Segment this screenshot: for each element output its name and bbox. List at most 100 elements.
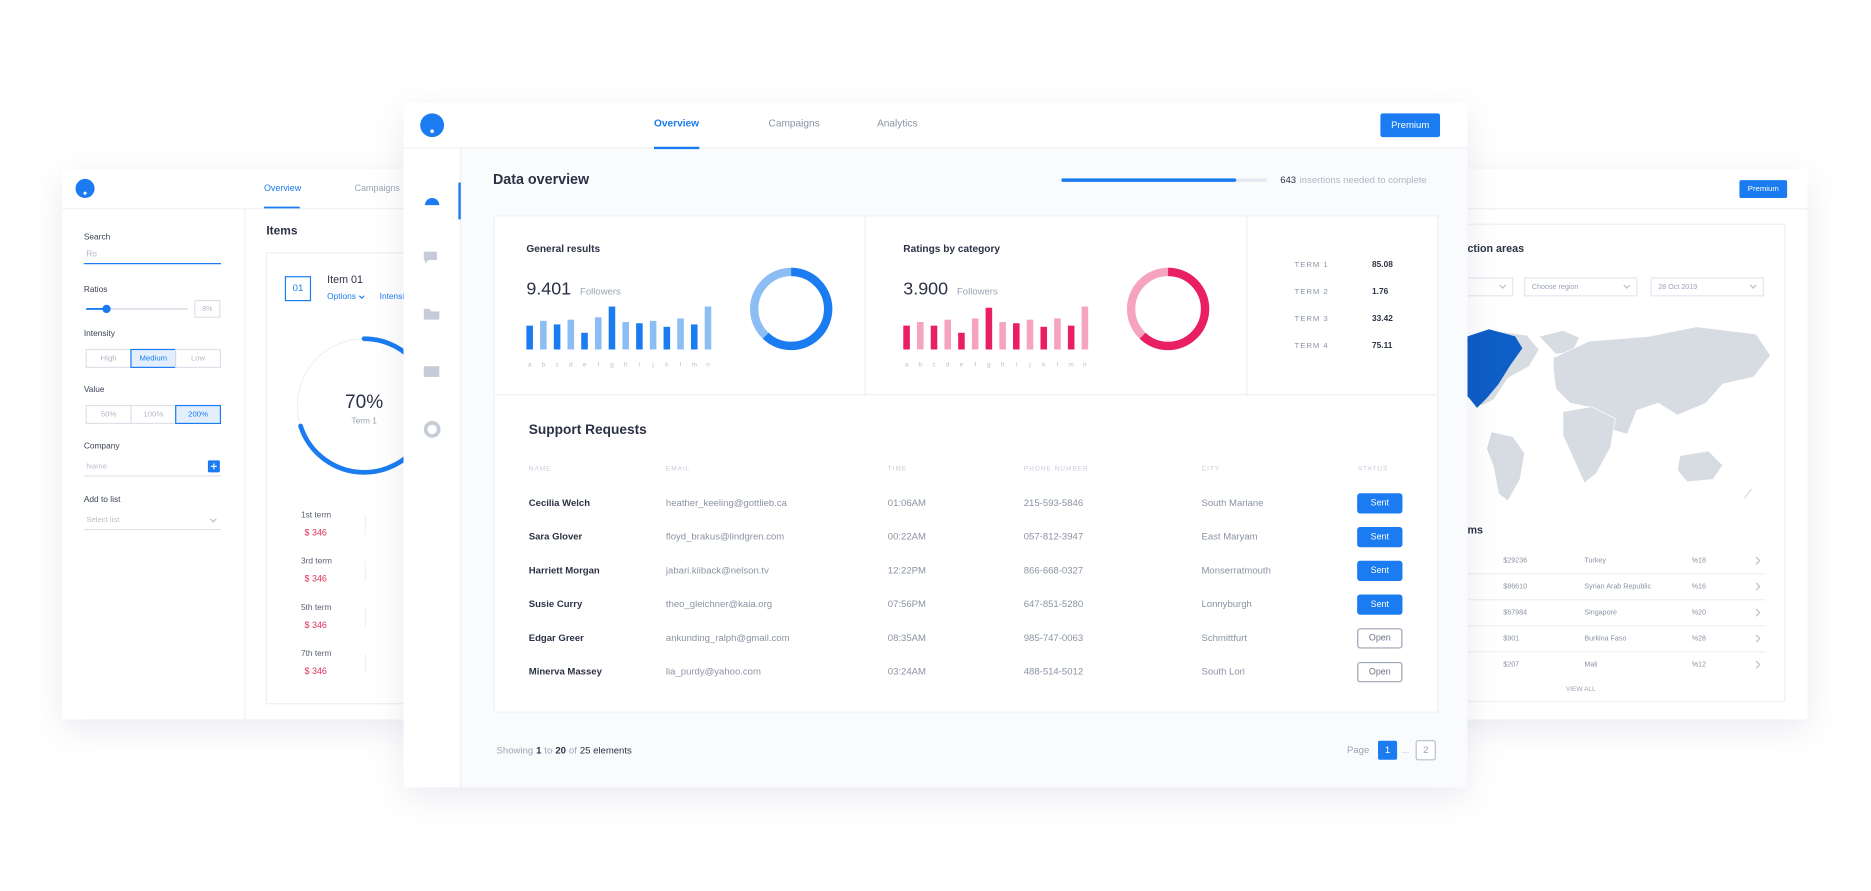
term-value: 75.11 <box>1372 340 1393 350</box>
filter-label: Ratios <box>84 284 108 294</box>
page-number[interactable]: 2 <box>1423 745 1428 756</box>
sidebar-icon[interactable] <box>424 198 440 206</box>
section-title: ction areas <box>1467 243 1524 255</box>
status-button[interactable] <box>1357 661 1403 683</box>
item-link[interactable]: Options <box>327 291 356 301</box>
bar <box>999 322 1006 350</box>
term-value: 1.76 <box>1372 286 1389 296</box>
page-button[interactable] <box>1415 740 1436 761</box>
sidebar-icon[interactable] <box>423 308 440 320</box>
status-button[interactable] <box>1357 526 1403 548</box>
sidebar-icon[interactable] <box>423 366 440 377</box>
support-card <box>493 394 1439 713</box>
segment-label[interactable]: 50% <box>101 410 117 419</box>
nav-tab[interactable]: Campaigns <box>355 183 401 193</box>
bar <box>944 319 952 350</box>
column-header: STATUS <box>1358 465 1389 472</box>
bar <box>704 306 712 350</box>
nav-tab[interactable]: Overview <box>654 119 699 130</box>
pagination-part: Showing <box>497 745 534 756</box>
cards <box>493 215 1439 396</box>
section-title: ms <box>1467 525 1483 537</box>
list-cell: $901 <box>1503 635 1519 643</box>
slider-knob <box>102 304 111 314</box>
bar <box>690 324 698 350</box>
donut-value: 70% <box>345 392 383 413</box>
status-label[interactable]: Sent <box>1371 531 1390 541</box>
item-title: Item 01 <box>327 274 363 286</box>
sidebar-icon[interactable] <box>423 251 437 264</box>
status-label[interactable]: Open <box>1369 633 1391 643</box>
segment-label[interactable]: 100% <box>143 410 163 419</box>
column-header: TIME <box>888 465 907 472</box>
status-label[interactable]: Sent <box>1371 599 1390 609</box>
nav-tab[interactable]: Analytics <box>877 119 918 130</box>
bar-label: e <box>960 362 964 369</box>
status-button[interactable] <box>1357 493 1403 514</box>
chevron <box>209 518 217 523</box>
nav-tab[interactable]: Campaigns <box>769 119 820 130</box>
table-cell: Susie Curry <box>529 599 583 610</box>
table-cell: South Lori <box>1201 667 1244 678</box>
list-cell: Syrian Arab Republic <box>1584 582 1651 590</box>
table-cell: South Mariane <box>1201 498 1263 509</box>
donut-arc <box>750 267 833 351</box>
ratio-value: 8% <box>202 305 213 313</box>
segment-label[interactable]: 200% <box>188 410 208 419</box>
bar <box>540 320 547 350</box>
pagination-info: Showing 1 to 20 of 25 elements <box>497 745 632 756</box>
section-title: Support Requests <box>529 422 647 437</box>
bar-label: k <box>665 362 669 369</box>
status-button[interactable] <box>1357 560 1403 581</box>
nav-tab[interactable]: Overview <box>264 183 302 193</box>
select-value[interactable]: Choose region <box>1532 283 1578 291</box>
sidebar-icon[interactable] <box>423 421 441 438</box>
status-label[interactable]: Sent <box>1371 498 1390 508</box>
segment-label[interactable]: Low <box>191 353 206 362</box>
list-cell: Mali <box>1584 661 1598 669</box>
page-button[interactable] <box>1378 740 1398 760</box>
premium-label[interactable]: Premium <box>1748 184 1779 193</box>
bar-label: c <box>932 362 936 369</box>
item-link[interactable]: Intensi <box>380 291 405 301</box>
table-cell: jabari.kiiback@nelson.tv <box>665 565 769 576</box>
segment-button[interactable] <box>175 348 222 368</box>
bar <box>663 326 671 350</box>
bar-label: f <box>974 362 976 369</box>
segment-label[interactable]: High <box>101 353 117 362</box>
segment-button[interactable] <box>175 404 222 425</box>
premium-label[interactable]: Premium <box>1391 120 1429 131</box>
select[interactable] <box>1650 277 1764 297</box>
premium-button[interactable] <box>1739 180 1788 198</box>
status-button[interactable] <box>1357 628 1403 649</box>
table-cell: 00:22AM <box>888 532 926 543</box>
view-all[interactable]: VIEW ALL <box>1566 686 1596 693</box>
list-cell: $207 <box>1503 661 1519 669</box>
page-number[interactable]: 1 <box>1385 745 1390 756</box>
status-label[interactable]: Sent <box>1371 565 1390 575</box>
term-label: TERM 1 <box>1295 260 1329 269</box>
premium-button[interactable] <box>1380 113 1441 138</box>
logo <box>75 178 95 198</box>
map-region <box>1538 330 1581 355</box>
bar <box>903 325 910 350</box>
table-cell: 12:22PM <box>888 565 926 576</box>
term-value: 33.42 <box>1372 313 1393 323</box>
term-label: 1st term <box>301 509 331 519</box>
card-title: General results <box>526 244 600 255</box>
logo <box>420 113 445 138</box>
table-cell: lia_purdy@yahoo.com <box>666 667 761 678</box>
progress-label: insertions needed to complete <box>1300 175 1427 186</box>
status-button[interactable] <box>1357 594 1403 615</box>
chevron <box>1749 284 1757 289</box>
select[interactable] <box>1524 277 1638 297</box>
select-value[interactable]: 28 Oct 2019 <box>1658 283 1697 291</box>
list-cell: Turkey <box>1584 556 1606 564</box>
filter-label: Add to list <box>84 494 121 504</box>
chevron <box>1755 660 1761 669</box>
status-label[interactable]: Open <box>1369 666 1391 676</box>
term-value: $ 346 <box>305 574 327 584</box>
segment-label[interactable]: Medium <box>140 353 168 362</box>
